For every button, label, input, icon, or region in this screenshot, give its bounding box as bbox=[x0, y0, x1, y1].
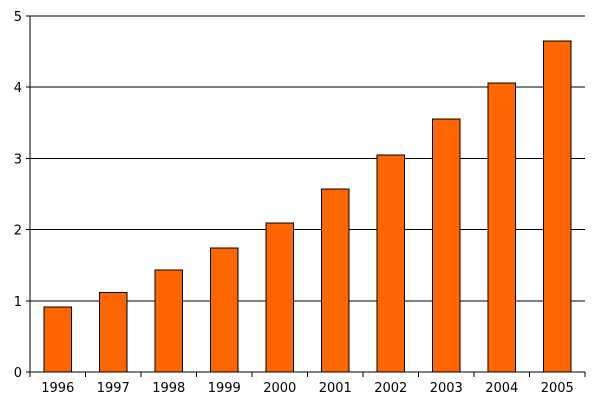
y-tick-label: 1 bbox=[14, 295, 22, 310]
y-tick-label: 5 bbox=[14, 10, 22, 25]
x-tick-label: 1997 bbox=[97, 381, 130, 396]
bar bbox=[488, 83, 516, 372]
bar bbox=[543, 41, 571, 372]
y-tick-label: 2 bbox=[14, 224, 22, 239]
bar bbox=[44, 307, 72, 372]
x-tick-label: 2004 bbox=[485, 381, 518, 396]
bar bbox=[99, 292, 127, 372]
x-tick-label: 2002 bbox=[374, 381, 407, 396]
x-tick-label: 1999 bbox=[208, 381, 241, 396]
bar bbox=[155, 270, 183, 372]
x-tick-labels: 1996 1997 1998 1999 2000 2001 2002 2003 2004 2005 bbox=[41, 381, 574, 396]
y-tick-labels: 0 1 2 3 4 5 bbox=[14, 10, 22, 381]
bar bbox=[210, 248, 238, 372]
x-tick-label: 1996 bbox=[41, 381, 74, 396]
y-tick-label: 4 bbox=[14, 81, 22, 96]
y-tick-label: 3 bbox=[14, 152, 22, 167]
x-tick-label: 2003 bbox=[430, 381, 463, 396]
bar bbox=[321, 189, 349, 372]
bar bbox=[377, 155, 405, 372]
bars bbox=[44, 41, 571, 372]
x-tick-label: 2005 bbox=[541, 381, 574, 396]
x-tick-label: 2001 bbox=[319, 381, 352, 396]
x-tick-label: 1998 bbox=[152, 381, 185, 396]
bar bbox=[266, 223, 294, 372]
x-tick-label: 2000 bbox=[263, 381, 296, 396]
y-tick-label: 0 bbox=[14, 366, 22, 381]
bar bbox=[432, 119, 460, 372]
